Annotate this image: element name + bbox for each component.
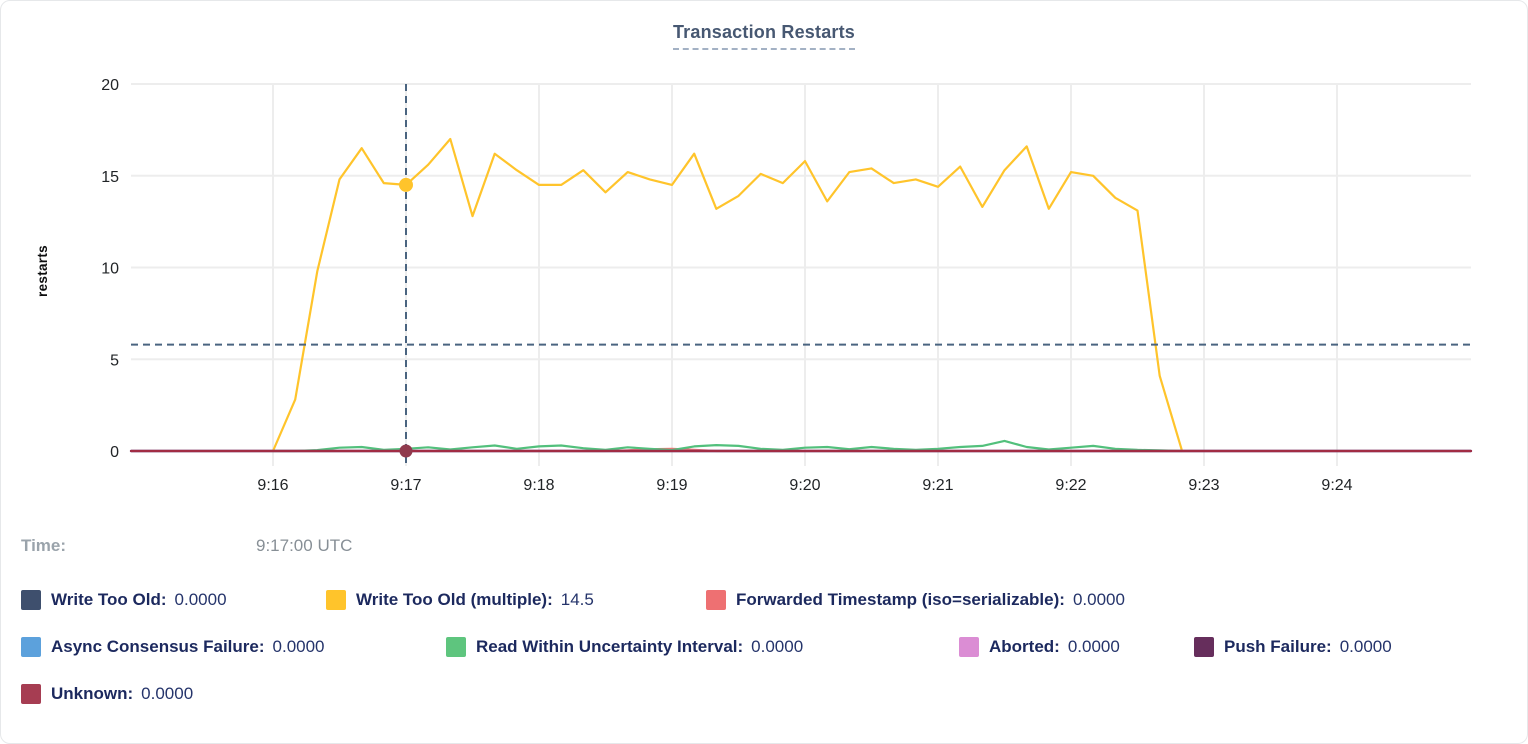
legend-swatch-async-consensus-failure bbox=[21, 637, 41, 657]
x-axis-labels: 9:16 9:17 9:18 9:19 9:20 9:21 9:22 9:23 9:24 bbox=[257, 477, 1352, 494]
chart-header: Transaction Restarts bbox=[1, 22, 1527, 50]
legend-swatch-aborted bbox=[959, 637, 979, 657]
svg-text:9:24: 9:24 bbox=[1321, 477, 1352, 494]
svg-text:9:18: 9:18 bbox=[523, 477, 554, 494]
hover-crosshair bbox=[131, 84, 1471, 466]
legend-item-async-consensus-failure: Async Consensus Failure: 0.0000 bbox=[21, 637, 325, 657]
legend-value: 0.0000 bbox=[751, 637, 804, 656]
legend-label: Forwarded Timestamp (iso=serializable): bbox=[736, 590, 1065, 609]
legend-item-push-failure: Push Failure: 0.0000 bbox=[1194, 637, 1392, 657]
hover-dot-baseline bbox=[399, 444, 413, 458]
svg-text:5: 5 bbox=[110, 352, 119, 369]
svg-text:9:20: 9:20 bbox=[789, 477, 820, 494]
legend-item-write-too-old-multiple: Write Too Old (multiple): 14.5 bbox=[326, 590, 594, 610]
svg-text:9:22: 9:22 bbox=[1055, 477, 1086, 494]
legend-swatch-read-within-uncertainty-interval bbox=[446, 637, 466, 657]
legend-swatch-push-failure bbox=[1194, 637, 1214, 657]
y-axis-title: restarts bbox=[35, 245, 50, 297]
legend-label: Write Too Old (multiple): bbox=[356, 590, 553, 609]
legend-swatch-unknown bbox=[21, 684, 41, 704]
svg-text:9:19: 9:19 bbox=[656, 477, 687, 494]
legend-value: 0.0000 bbox=[1339, 637, 1392, 656]
legend-label: Read Within Uncertainty Interval: bbox=[476, 637, 744, 656]
legend-swatch-write-too-old-multiple bbox=[326, 590, 346, 610]
transaction-restarts-chart[interactable]: 0 5 10 15 20 9:16 9:17 9:18 9:19 9:20 9:21 9:22 9:23… bbox=[1, 1, 1528, 513]
legend-value: 14.5 bbox=[560, 590, 594, 609]
svg-text:0: 0 bbox=[110, 444, 119, 461]
legend-row: Unknown: 0.0000 bbox=[21, 684, 1507, 709]
legend-item-read-within-uncertainty-interval: Read Within Uncertainty Interval: 0.0000 bbox=[446, 637, 803, 657]
legend-label: Push Failure: bbox=[1224, 637, 1332, 656]
legend-swatch-forwarded-timestamp-iso-serializable bbox=[706, 590, 726, 610]
legend-label: Async Consensus Failure: bbox=[51, 637, 265, 656]
legend-label: Write Too Old: bbox=[51, 590, 167, 609]
hover-time-row: Time: 9:17:00 UTC bbox=[21, 536, 1501, 560]
chart-title[interactable]: Transaction Restarts bbox=[672, 22, 856, 50]
y-axis-labels: 0 5 10 15 20 bbox=[101, 77, 119, 461]
svg-text:10: 10 bbox=[101, 261, 119, 278]
hover-dot-write-too-old-multiple bbox=[399, 177, 413, 192]
legend-value: 0.0000 bbox=[1072, 590, 1125, 609]
legend-row: Async Consensus Failure: 0.0000 Read Withi… bbox=[21, 637, 1507, 662]
legend-item-write-too-old: Write Too Old: 0.0000 bbox=[21, 590, 227, 610]
legend-value: 0.0000 bbox=[174, 590, 227, 609]
legend-label: Aborted: bbox=[989, 637, 1060, 656]
svg-text:9:17: 9:17 bbox=[390, 477, 421, 494]
legend-label: Unknown: bbox=[51, 684, 134, 703]
legend-value: 0.0000 bbox=[272, 637, 325, 656]
legend-item-unknown: Unknown: 0.0000 bbox=[21, 684, 193, 704]
hover-time-value: 9:17:00 UTC bbox=[256, 536, 353, 555]
legend-value: 0.0000 bbox=[141, 684, 194, 703]
chart-legend: Write Too Old: 0.0000 Write Too Old (multi… bbox=[21, 590, 1507, 731]
svg-text:9:23: 9:23 bbox=[1188, 477, 1219, 494]
hover-time-label: Time: bbox=[21, 536, 67, 555]
legend-item-forwarded-timestamp-iso-serializable: Forwarded Timestamp (iso=serializable): 0… bbox=[706, 590, 1125, 610]
legend-item-aborted: Aborted: 0.0000 bbox=[959, 637, 1120, 657]
legend-value: 0.0000 bbox=[1067, 637, 1120, 656]
legend-row: Write Too Old: 0.0000 Write Too Old (multi… bbox=[21, 590, 1507, 615]
svg-text:15: 15 bbox=[101, 169, 119, 186]
series-line-read-within-uncertainty-interval bbox=[271, 439, 1183, 453]
series-line-write-too-old-multiple bbox=[271, 137, 1183, 453]
svg-text:9:21: 9:21 bbox=[922, 477, 953, 494]
chart-gridlines bbox=[131, 83, 1471, 466]
svg-text:20: 20 bbox=[101, 77, 119, 94]
svg-text:9:16: 9:16 bbox=[257, 477, 288, 494]
legend-swatch-write-too-old bbox=[21, 590, 41, 610]
